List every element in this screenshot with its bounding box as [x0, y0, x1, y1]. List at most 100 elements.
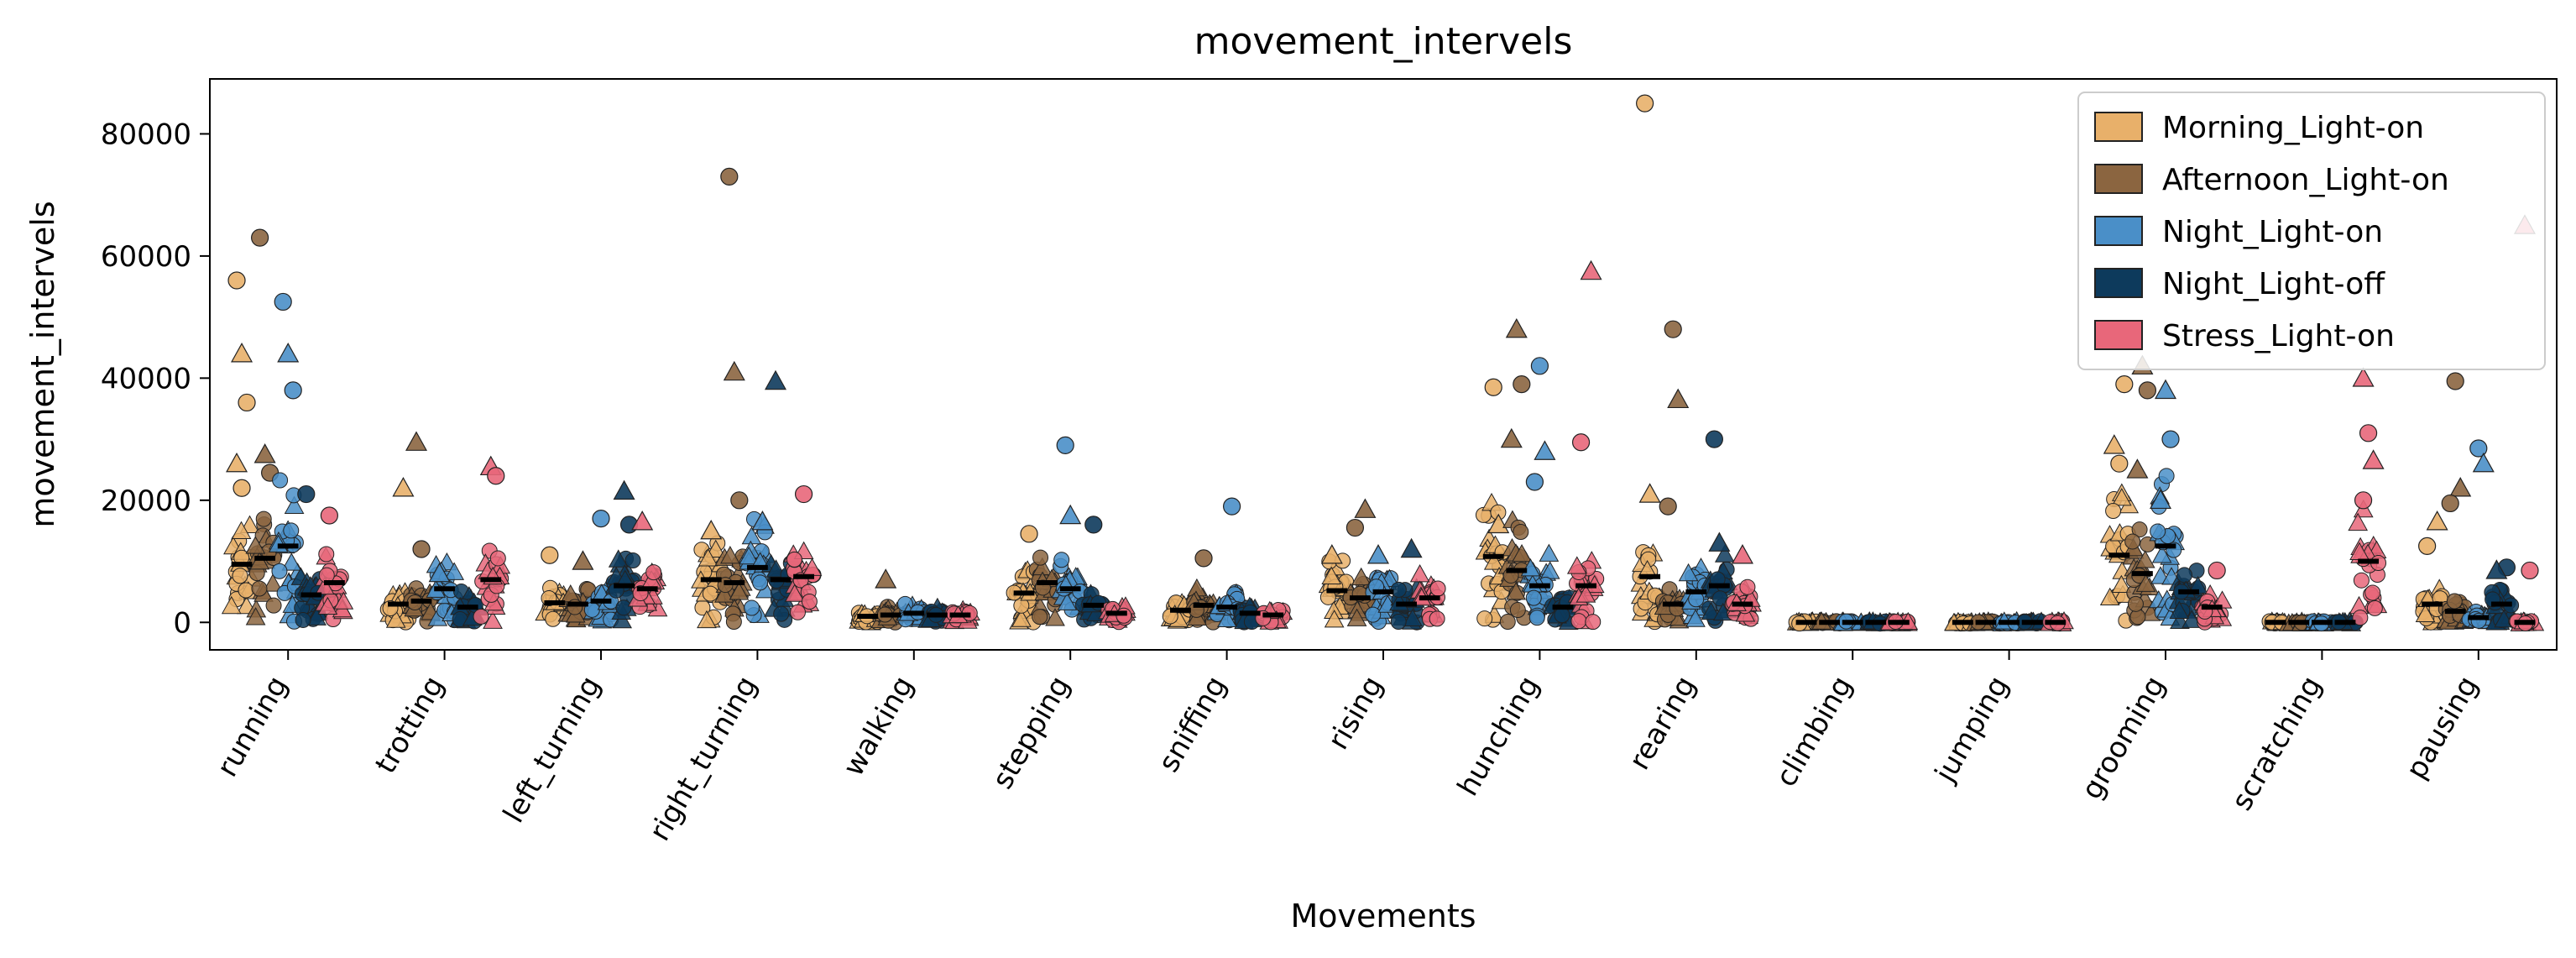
outlier-point — [253, 443, 276, 463]
outlier-point — [2352, 367, 2375, 387]
outlier-point — [2359, 424, 2378, 442]
data-point — [801, 593, 818, 610]
data-point — [2105, 502, 2122, 519]
data-point — [2135, 573, 2156, 592]
legend-entry-Morning_Light-on[interactable]: Morning_Light-on — [2162, 111, 2424, 145]
outlier-point — [428, 562, 451, 583]
data-point — [2182, 610, 2202, 628]
data-point — [1324, 610, 1345, 628]
outlier-point — [2161, 430, 2180, 448]
data-point — [1570, 613, 1587, 630]
data-point — [1585, 614, 1602, 631]
data-point — [2131, 521, 2148, 538]
outlier-point — [274, 292, 292, 311]
outlier-point — [875, 568, 897, 589]
data-point — [705, 539, 726, 558]
data-point — [2134, 550, 2155, 568]
outlier-point — [2418, 537, 2437, 555]
data-point — [1409, 564, 1430, 583]
outlier-point — [751, 510, 774, 531]
outlier-point — [2362, 449, 2385, 469]
x-tick-label-right_turning: right_turning — [643, 671, 764, 847]
data-point — [1390, 613, 1407, 630]
data-point — [1403, 608, 1423, 627]
y-tick-label: 20000 — [101, 484, 191, 518]
data-point — [2352, 610, 2369, 626]
data-point — [2099, 587, 2120, 606]
y-axis-title: movement_intervels — [24, 201, 61, 527]
data-point — [1321, 566, 1342, 584]
data-point — [1678, 563, 1699, 582]
data-point — [1525, 589, 1542, 606]
outlier-point — [1525, 473, 1544, 491]
outlier-point — [1484, 378, 1502, 396]
data-point — [245, 536, 266, 554]
data-point — [615, 599, 632, 616]
data-point — [489, 550, 506, 567]
outlier-point — [320, 506, 338, 525]
data-point — [2415, 604, 2436, 623]
y-tick-label: 60000 — [101, 240, 191, 274]
data-point — [698, 548, 718, 567]
outlier-point — [392, 477, 415, 497]
data-point — [1011, 609, 1032, 627]
outlier-point — [2441, 494, 2459, 513]
data-point — [1528, 610, 1545, 626]
data-point — [1701, 601, 1722, 620]
data-point — [444, 562, 465, 580]
data-point — [1685, 609, 1706, 627]
data-point — [725, 613, 742, 630]
data-point — [265, 597, 282, 614]
outlier-point — [1059, 504, 1082, 525]
x-tick-label-stepping: stepping — [985, 671, 1077, 795]
outlier-point — [631, 510, 654, 531]
x-tick-label-rearing: rearing — [1622, 671, 1702, 776]
legend-entry-Night_Light-on[interactable]: Night_Light-on — [2162, 215, 2383, 249]
outlier-point — [2138, 381, 2157, 400]
x-tick-label-sniffing: sniffing — [1152, 671, 1233, 778]
data-point — [2111, 488, 2132, 506]
legend-swatch — [2094, 320, 2143, 350]
data-point — [713, 584, 734, 603]
outlier-point — [1659, 497, 1677, 516]
data-point — [251, 580, 268, 597]
outlier-point — [1708, 531, 1731, 552]
outlier-point — [1084, 516, 1103, 534]
data-point — [333, 591, 354, 610]
legend-swatch — [2094, 268, 2143, 298]
outlier-point — [1222, 497, 1241, 516]
legend-swatch — [2094, 112, 2143, 142]
outlier-point — [2115, 375, 2134, 394]
data-point — [2150, 523, 2166, 540]
outlier-point — [2110, 454, 2129, 473]
legend-entry-Stress_Light-on[interactable]: Stress_Light-on — [2162, 319, 2395, 353]
outlier-point — [412, 540, 431, 558]
y-tick-label: 40000 — [101, 362, 191, 395]
data-point — [1513, 524, 1529, 541]
data-point — [2169, 600, 2190, 619]
data-point — [1057, 592, 1078, 610]
data-point — [608, 549, 629, 568]
data-point — [545, 610, 562, 627]
x-tick-label-running: running — [211, 671, 295, 783]
data-point — [697, 610, 717, 629]
data-point — [1506, 582, 1526, 600]
legend-entry-Night_Light-off[interactable]: Night_Light-off — [2162, 267, 2385, 301]
data-point — [1483, 552, 1504, 570]
data-point — [255, 510, 272, 527]
outlier-point — [227, 271, 246, 290]
x-tick-label-left_turning: left_turning — [497, 671, 608, 829]
data-point — [789, 604, 806, 620]
data-point — [2124, 533, 2141, 550]
legend-swatch — [2094, 216, 2143, 246]
legend[interactable]: Morning_Light-on Afternoon_Light-on Night_… — [2077, 92, 2546, 370]
outlier-point — [1056, 436, 1074, 454]
outlier-point — [794, 484, 813, 504]
data-point — [2127, 595, 2144, 612]
medians-layer — [231, 543, 2536, 626]
data-point — [1365, 606, 1382, 623]
outlier-point — [613, 479, 635, 500]
data-point — [271, 563, 288, 579]
legend-entry-Afternoon_Light-on[interactable]: Afternoon_Light-on — [2162, 163, 2449, 197]
